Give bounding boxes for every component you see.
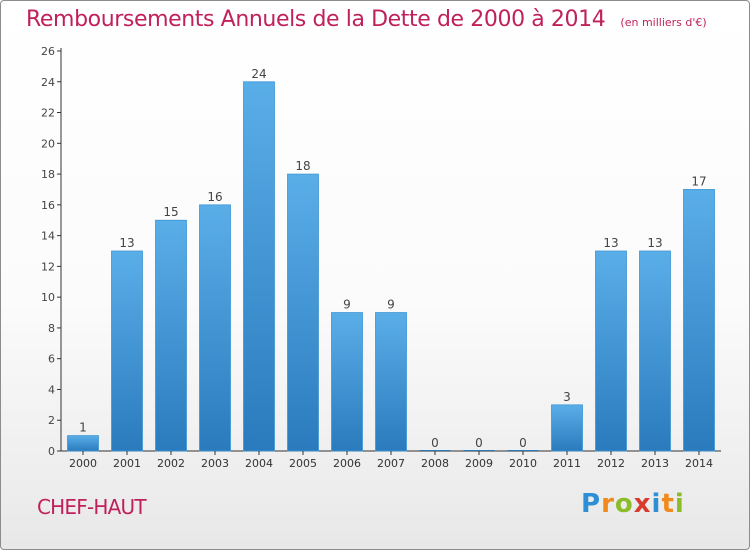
bar-value-label: 1 <box>79 421 87 435</box>
chart-title-text: Remboursements Annuels de la Dette de 20… <box>26 7 606 32</box>
bar-value-label: 0 <box>519 436 527 450</box>
bar-value-label: 18 <box>295 159 310 173</box>
y-tick-label: 0 <box>48 445 55 458</box>
bar-value-label: 24 <box>251 67 266 81</box>
y-tick-label: 12 <box>41 260 55 273</box>
x-tick-label: 2000 <box>69 457 97 470</box>
proxiti-logo: Proxiti <box>581 489 685 519</box>
x-tick-label: 2012 <box>597 457 625 470</box>
x-tick-label: 2008 <box>421 457 449 470</box>
chart-title: Remboursements Annuels de la Dette de 20… <box>26 7 707 32</box>
y-tick-label: 26 <box>41 45 55 58</box>
bar-value-label: 0 <box>475 436 483 450</box>
bar-value-label: 13 <box>603 236 618 250</box>
x-tick-label: 2009 <box>465 457 493 470</box>
bar <box>507 450 539 451</box>
bar <box>463 450 495 451</box>
bar <box>419 450 451 451</box>
bar-value-label: 3 <box>563 390 571 404</box>
bar <box>683 189 715 452</box>
x-tick-label: 2002 <box>157 457 185 470</box>
x-tick-label: 2007 <box>377 457 405 470</box>
bar-value-label: 15 <box>163 205 178 219</box>
y-tick-label: 10 <box>41 291 55 304</box>
bar <box>67 435 99 452</box>
bar-value-label: 9 <box>387 298 395 312</box>
bar <box>243 81 275 452</box>
bar-value-label: 13 <box>647 236 662 250</box>
bar-value-label: 9 <box>343 298 351 312</box>
x-tick-label: 2005 <box>289 457 317 470</box>
y-tick-label: 8 <box>48 322 55 335</box>
bar-value-label: 16 <box>207 190 222 204</box>
bar <box>595 250 627 452</box>
bar <box>331 312 363 452</box>
y-tick-label: 4 <box>48 383 55 396</box>
y-tick-label: 18 <box>41 168 55 181</box>
bar <box>639 250 671 452</box>
bar <box>155 219 187 452</box>
y-tick-label: 6 <box>48 353 55 366</box>
y-tick-label: 24 <box>41 76 55 89</box>
bar-value-label: 0 <box>431 436 439 450</box>
x-tick-label: 2010 <box>509 457 537 470</box>
y-tick-label: 14 <box>41 230 55 243</box>
y-tick-label: 16 <box>41 199 55 212</box>
x-tick-label: 2011 <box>553 457 581 470</box>
chart-unit-label: (en milliers d'€) <box>620 16 707 29</box>
x-tick-label: 2004 <box>245 457 273 470</box>
city-name: CHEF-HAUT <box>37 495 147 519</box>
bar-value-label: 13 <box>119 236 134 250</box>
y-tick-label: 22 <box>41 107 55 120</box>
bar <box>551 404 583 452</box>
bar <box>199 204 231 452</box>
bar <box>111 250 143 452</box>
x-tick-label: 2003 <box>201 457 229 470</box>
x-tick-label: 2001 <box>113 457 141 470</box>
bar <box>375 312 407 452</box>
y-tick-label: 2 <box>48 414 55 427</box>
x-tick-label: 2006 <box>333 457 361 470</box>
x-tick-label: 2014 <box>685 457 713 470</box>
bar <box>287 173 319 452</box>
y-tick-label: 20 <box>41 137 55 150</box>
bar-value-label: 17 <box>691 174 706 188</box>
x-tick-label: 2013 <box>641 457 669 470</box>
